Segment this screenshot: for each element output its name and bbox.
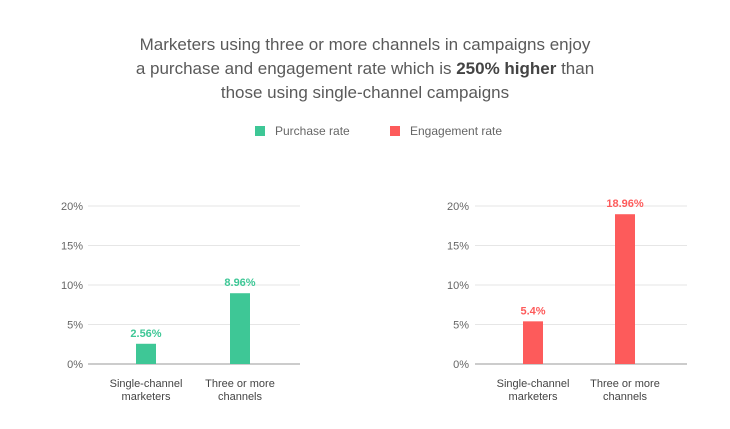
legend: Purchase rate Engagement rate (0, 124, 730, 142)
title-line-2-start: a purchase and engagement rate which is (135, 59, 457, 78)
legend-label-engagement: Engagement rate (410, 124, 503, 138)
data-label: 8.96% (224, 277, 255, 289)
data-label: 5.4% (520, 305, 545, 317)
category-label: marketers (122, 391, 171, 403)
y-tick-label: 15% (61, 241, 83, 253)
y-tick-label: 20% (61, 201, 83, 213)
category-label: Three or more (205, 378, 275, 390)
category-label: channels (218, 391, 263, 403)
y-tick-label: 10% (61, 280, 83, 292)
legend-label-purchase: Purchase rate (275, 124, 350, 138)
legend-swatch-purchase (255, 126, 265, 136)
category-label: Three or more (590, 378, 660, 390)
y-tick-label: 10% (447, 280, 469, 292)
title-highlight: 250% higher (456, 59, 557, 78)
y-tick-label: 5% (453, 320, 469, 332)
category-label: Single-channel (497, 378, 570, 390)
y-tick-label: 20% (447, 201, 469, 213)
legend-item-engagement: Engagement rate (390, 124, 502, 138)
title-line-2-end: than (556, 59, 595, 78)
legend-item-purchase: Purchase rate (255, 124, 350, 138)
y-tick-label: 0% (67, 359, 83, 371)
category-label: channels (603, 391, 648, 403)
title-line-1: Marketers using three or more channels i… (139, 35, 591, 54)
data-label: 18.96% (606, 198, 644, 210)
category-label: Single-channel (110, 378, 183, 390)
title-line-3: those using single-channel campaigns (220, 83, 510, 102)
title-line-2: a purchase and engagement rate which is … (0, 57, 730, 81)
bar (136, 343, 156, 364)
y-tick-label: 5% (67, 320, 83, 332)
bar (523, 321, 543, 364)
category-label: marketers (509, 391, 558, 403)
y-tick-label: 0% (453, 359, 469, 371)
legend-swatch-engagement (390, 126, 400, 136)
bar (230, 293, 250, 364)
y-tick-label: 15% (447, 241, 469, 253)
data-label: 2.56% (130, 328, 161, 340)
bar (615, 214, 635, 364)
chart-title: Marketers using three or more channels i… (0, 33, 730, 105)
